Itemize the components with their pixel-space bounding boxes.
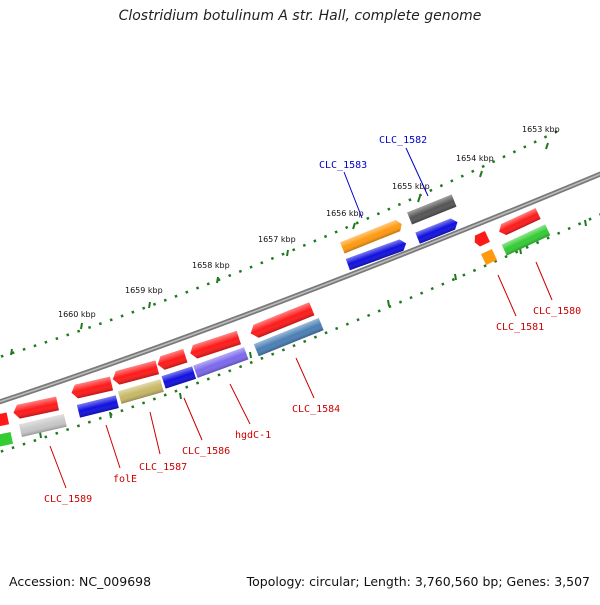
- map-title: Clostridium botulinum A str. Hall, compl…: [118, 8, 482, 24]
- callout-line-clc-1584: [295, 357, 315, 399]
- gene-hgdc-1[interactable]: [193, 347, 249, 378]
- gene-clc-1580[interactable]: [501, 224, 551, 256]
- label-clc-1586[interactable]: CLC_1586: [182, 446, 230, 457]
- label-clc-1587[interactable]: CLC_1587: [139, 462, 187, 473]
- gene-clc-1586[interactable]: [161, 366, 197, 389]
- label-fole[interactable]: folE: [113, 474, 137, 485]
- callout-line-fole: [105, 424, 121, 469]
- inner-tick-track: [0, 213, 600, 454]
- ruler-labels: 1653 kbp 1654 kbp 1655 kbp 1656 kbp 1657…: [58, 125, 560, 319]
- callout-line-hgdc-1: [229, 383, 251, 425]
- tick-label-1657: 1657 kbp: [258, 235, 296, 244]
- outer-major-ticks: [10, 142, 549, 356]
- gene-inner-green-edge[interactable]: [0, 432, 14, 449]
- label-clc-1580[interactable]: CLC_1580: [533, 306, 581, 317]
- callout-line-clc-1589: [49, 445, 67, 489]
- genome-backbone: [0, 171, 600, 405]
- label-clc-1582[interactable]: CLC_1582: [379, 135, 427, 146]
- tick-label-1653: 1653 kbp: [522, 125, 560, 134]
- gene-outer-red-2[interactable]: [248, 302, 315, 340]
- tick-label-1658: 1658 kbp: [192, 261, 230, 270]
- gene-clc-1583[interactable]: [340, 218, 404, 254]
- gene-clc-1583-inner-blue[interactable]: [345, 238, 408, 271]
- gene-outer-red-3[interactable]: [188, 330, 241, 360]
- inner-genes: [0, 217, 551, 449]
- gene-labels: CLC_1582 CLC_1583 CLC_1580 CLC_1581 CLC_…: [44, 135, 581, 505]
- label-clc-1581[interactable]: CLC_1581: [496, 322, 544, 333]
- callout-lines: [49, 147, 553, 489]
- label-hgdc-1[interactable]: hgdC-1: [235, 430, 271, 441]
- outer-tick-track: [0, 128, 561, 359]
- tick-label-1659: 1659 kbp: [125, 286, 163, 295]
- label-clc-1583[interactable]: CLC_1583: [319, 160, 367, 171]
- callout-line-clc-1581: [497, 274, 517, 317]
- accession-text: Accession: NC_009698: [9, 574, 152, 589]
- gene-outer-red-8[interactable]: [0, 412, 10, 428]
- genome-backbone-highlight: [0, 173, 600, 403]
- callout-line-clc-1587: [149, 411, 161, 455]
- callout-line-clc-1582: [405, 147, 429, 197]
- callout-line-clc-1583: [343, 171, 363, 219]
- gene-outer-red-5[interactable]: [111, 360, 160, 386]
- genome-summary-text: Topology: circular; Length: 3,760,560 bp…: [246, 574, 590, 589]
- tick-label-1660: 1660 kbp: [58, 310, 96, 319]
- gene-outer-red-6[interactable]: [70, 376, 114, 400]
- gene-clc-1584[interactable]: [253, 318, 324, 357]
- inner-major-ticks: [39, 219, 587, 439]
- gene-clc-1582[interactable]: [407, 194, 457, 225]
- gene-clc-1587[interactable]: [117, 379, 164, 404]
- tick-label-1654: 1654 kbp: [456, 154, 494, 163]
- gene-fole[interactable]: [76, 395, 119, 418]
- callout-line-clc-1586: [183, 397, 203, 441]
- gene-outer-red-7[interactable]: [12, 396, 59, 420]
- gene-clc-1582-inner-blue[interactable]: [415, 217, 459, 244]
- gene-clc-1581[interactable]: [481, 249, 497, 265]
- callout-line-clc-1580: [535, 261, 553, 301]
- tick-label-1655: 1655 kbp: [392, 182, 430, 191]
- gene-clc-1589[interactable]: [19, 414, 67, 438]
- tick-label-1656: 1656 kbp: [326, 209, 364, 218]
- label-clc-1584[interactable]: CLC_1584: [292, 404, 340, 415]
- outer-genes: [0, 194, 541, 428]
- label-clc-1589[interactable]: CLC_1589: [44, 494, 92, 505]
- gene-outer-red-small[interactable]: [472, 231, 490, 248]
- gene-outer-red-1[interactable]: [497, 208, 541, 237]
- gene-outer-red-4[interactable]: [156, 349, 188, 371]
